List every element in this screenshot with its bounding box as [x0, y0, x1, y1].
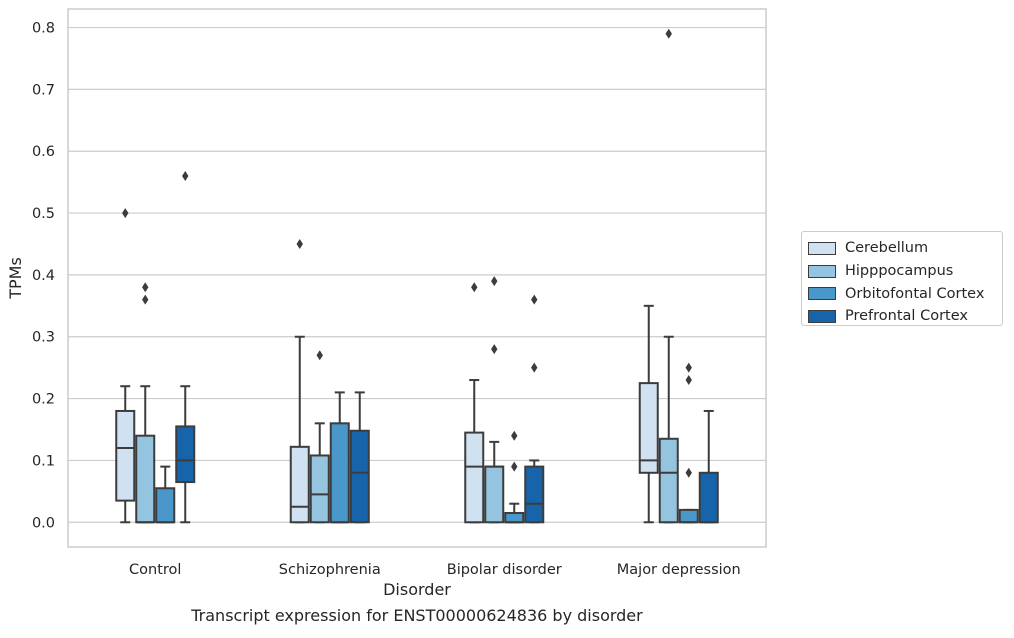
box-cerebellum: [289, 238, 310, 524]
outlier-point: [665, 28, 672, 39]
box-cerebellum: [464, 282, 485, 524]
legend-swatch: [808, 264, 836, 278]
box-iqr: [638, 382, 659, 474]
legend-label: Orbitofontal Cortex: [845, 285, 985, 302]
box-prefrontal-cortex: [698, 409, 719, 524]
box-iqr: [698, 471, 719, 524]
plot-frame: [67, 8, 767, 548]
y-tick-label: 0.6: [32, 144, 55, 160]
box-series: [115, 28, 719, 524]
x-tick-label: Control: [129, 562, 181, 578]
y-tick-label: 0.2: [32, 392, 55, 408]
legend-swatch: [808, 287, 836, 301]
outlier-point: [685, 375, 692, 386]
figure-caption: Transcript expression for ENST0000062483…: [191, 606, 643, 625]
box-iqr: [349, 429, 370, 524]
box-iqr: [115, 409, 136, 502]
legend-swatch: [808, 241, 836, 255]
box-hipppocampus: [484, 276, 505, 524]
y-tick-label: 0.0: [32, 515, 55, 531]
legend-item: Orbitofontal Cortex: [808, 282, 1002, 305]
box-orbitofontal-cortex: [504, 430, 525, 524]
box-prefrontal-cortex: [175, 170, 196, 524]
x-axis-title: Disorder: [383, 580, 451, 599]
x-tick-label: Schizophrenia: [279, 562, 381, 578]
y-tick-label: 0.5: [32, 206, 55, 222]
y-axis-ticks: 0.0 0.1 0.2 0.3 0.4 0.5 0.6 0.7 0.8: [32, 21, 55, 532]
box-orbitofontal-cortex: [155, 465, 176, 524]
outlier-point: [122, 208, 129, 219]
outlier-point: [296, 238, 303, 249]
box-hipppocampus: [658, 28, 679, 524]
legend-label: Prefrontal Cortex: [845, 308, 968, 325]
box-iqr: [524, 465, 545, 524]
y-tick-label: 0.4: [32, 268, 55, 284]
outlier-point: [511, 430, 518, 441]
box-cerebellum: [115, 208, 136, 524]
x-axis-ticks: Control Schizophrenia Bipolar disorder Majo…: [129, 562, 741, 578]
box-iqr: [484, 465, 505, 524]
y-tick-label: 0.1: [32, 453, 55, 469]
outlier-point: [685, 362, 692, 373]
box-iqr: [678, 508, 699, 524]
outlier-point: [142, 294, 149, 305]
box-iqr: [155, 487, 176, 524]
box-iqr: [504, 511, 525, 524]
outlier-point: [511, 461, 518, 472]
outlier-point: [142, 282, 149, 293]
box-iqr: [464, 431, 485, 524]
box-iqr: [309, 454, 330, 524]
x-tick-label: Major depression: [617, 562, 741, 578]
box-hipppocampus: [135, 282, 156, 524]
box-hipppocampus: [309, 350, 330, 524]
outlier-point: [685, 467, 692, 478]
outlier-point: [316, 350, 323, 361]
legend-item: Prefrontal Cortex: [808, 305, 1002, 328]
y-axis-title: TPMs: [6, 257, 25, 300]
box-iqr: [135, 434, 156, 524]
legend-swatch: [808, 309, 836, 323]
legend-item: Cerebellum: [808, 237, 1002, 260]
box-prefrontal-cortex: [524, 294, 545, 524]
legend-label: Hipppocampus: [845, 263, 954, 280]
x-tick-label: Bipolar disorder: [447, 562, 562, 578]
box-orbitofontal-cortex: [678, 362, 699, 524]
outlier-point: [491, 276, 498, 287]
box-orbitofontal-cortex: [329, 391, 350, 524]
outlier-point: [531, 362, 538, 373]
outlier-point: [182, 170, 189, 181]
y-tick-label: 0.3: [32, 330, 55, 346]
box-iqr: [658, 437, 679, 524]
box-iqr: [289, 445, 310, 524]
y-tick-label: 0.8: [32, 21, 55, 37]
legend-item: Hipppocampus: [808, 260, 1002, 283]
outlier-point: [471, 282, 478, 293]
y-tick-label: 0.7: [32, 82, 55, 98]
legend-label: Cerebellum: [845, 240, 929, 257]
outlier-point: [531, 294, 538, 305]
chart-legend: Cerebellum Hipppocampus Orbitofontal Corte…: [801, 231, 1003, 326]
box-cerebellum: [638, 304, 659, 524]
outlier-point: [491, 344, 498, 355]
box-iqr: [329, 422, 350, 524]
box-iqr: [175, 425, 196, 484]
box-prefrontal-cortex: [349, 391, 370, 524]
